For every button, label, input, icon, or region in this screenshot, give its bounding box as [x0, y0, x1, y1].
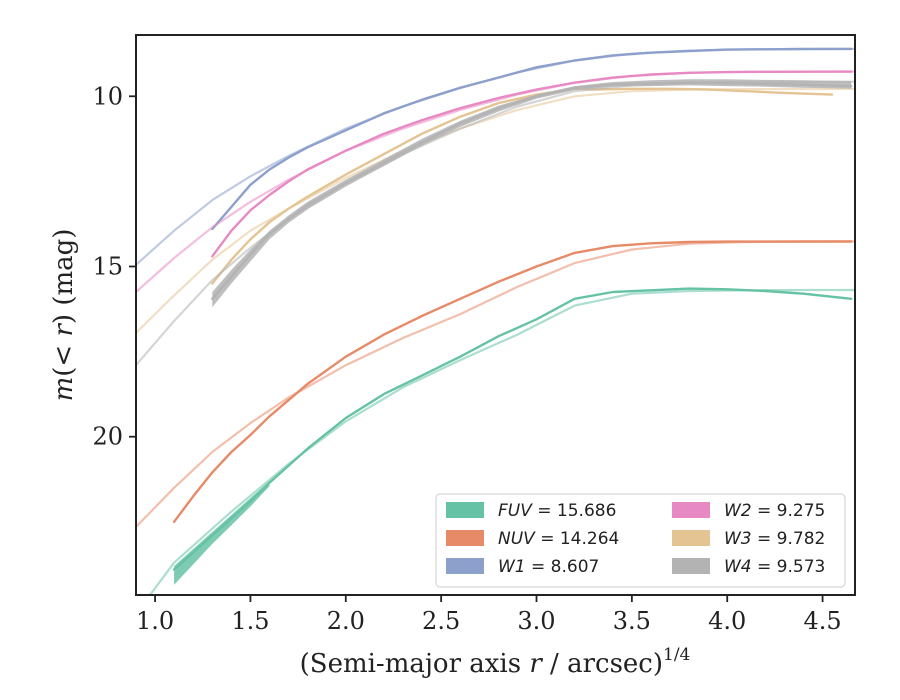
legend-label: W1 = 8.607	[498, 557, 599, 577]
plot-frame	[135, 34, 856, 596]
legend-swatch	[446, 502, 484, 518]
series-1-line	[172, 240, 853, 523]
legend-label: NUV = 14.264	[498, 529, 619, 549]
x-tick-label: 3.5	[613, 607, 651, 635]
series-layer	[136, 47, 855, 595]
series-0-line	[172, 287, 853, 571]
x-tick-label: 4.0	[708, 607, 746, 635]
legend-label: W4 = 9.573	[724, 557, 825, 577]
x-axis: 1.0 1.5 2.0 2.5 3.0 3.5 4.0 4.5	[136, 595, 842, 635]
x-axis-title: (Semi-major axis r / arcsec)1/4	[300, 645, 691, 679]
legend: FUV = 15.686 NUV = 14.264 W1 = 8.607 W2 = 9…	[435, 493, 846, 588]
legend-label: W3 = 9.782	[724, 529, 825, 549]
x-tick-label: 4.5	[803, 607, 841, 635]
x-tick-label: 2.0	[327, 607, 365, 635]
y-axis: 10 15 20	[92, 82, 136, 451]
legend-swatch	[672, 558, 710, 574]
legend-label: W2 = 9.275	[724, 501, 825, 521]
legend-label: FUV = 15.686	[498, 501, 616, 521]
x-tick-label: 3.0	[517, 607, 555, 635]
x-tick-label: 1.0	[136, 607, 174, 635]
legend-swatch	[672, 530, 710, 546]
y-tick-label: 15	[92, 252, 123, 280]
series-2-line	[211, 47, 853, 231]
y-tick-label: 10	[92, 82, 123, 110]
series-4-line	[211, 87, 834, 285]
y-tick-label: 20	[92, 423, 123, 451]
series-5-band	[212, 79, 852, 308]
legend-swatch	[446, 530, 484, 546]
legend-box	[435, 493, 846, 588]
x-tick-label: 1.5	[231, 607, 269, 635]
series-5-line	[211, 81, 853, 300]
y-axis-title: m(< r) (mag)	[49, 229, 79, 402]
legend-swatch	[446, 558, 484, 574]
series-3-line	[211, 70, 853, 258]
series-5-model-line	[136, 80, 855, 366]
legend-swatch	[672, 502, 710, 518]
x-tick-label: 2.5	[422, 607, 460, 635]
